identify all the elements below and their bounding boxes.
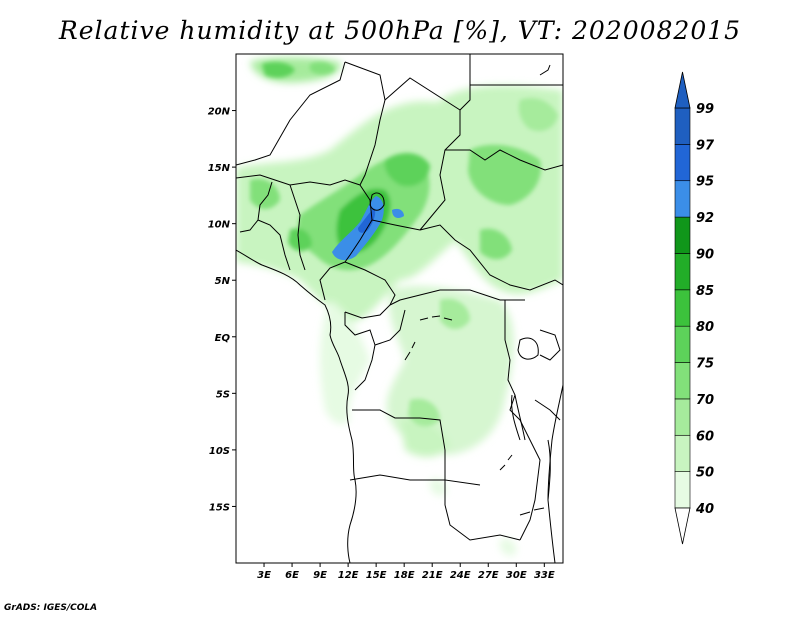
lon-tick-label: 18E: [394, 570, 415, 581]
latitude-axis: 20N 15N 10N 5N EQ 5S 10S 15S: [208, 107, 236, 513]
lat-tick-label: 15N: [208, 163, 231, 174]
colorbar-segment: [674, 325, 691, 363]
colorbar-segment: [674, 180, 691, 218]
colorbar-label: 80: [696, 320, 714, 335]
lat-tick-label: 5N: [215, 276, 231, 287]
map-title: Relative humidity at 500hPa [%], VT: 202…: [58, 16, 742, 45]
colorbar-segment: [674, 471, 691, 509]
lon-tick-label: 3E: [257, 570, 271, 581]
lon-tick-label: 27E: [478, 570, 499, 581]
lon-tick-label: 6E: [285, 570, 299, 581]
colorbar: 40 50 60 70 75 80 85 90 92 95 97 99: [674, 71, 715, 545]
colorbar-label: 85: [696, 284, 714, 299]
lon-tick-label: 30E: [506, 570, 527, 581]
lon-tick-label: 33E: [534, 570, 555, 581]
lat-tick-label: 15S: [209, 502, 230, 513]
lat-tick-label: 10S: [209, 446, 230, 457]
colorbar-label: 75: [696, 357, 714, 372]
lon-tick-label: 21E: [422, 570, 443, 581]
colorbar-segment: [674, 434, 691, 472]
colorbar-label: 95: [696, 175, 714, 190]
colorbar-label: 70: [696, 393, 714, 408]
colorbar-segment: [674, 216, 691, 254]
colorbar-label: 97: [696, 138, 715, 153]
lon-tick-label: 15E: [366, 570, 387, 581]
colorbar-segment: [674, 362, 691, 400]
colorbar-label: 92: [696, 211, 714, 226]
colorbar-segment: [674, 253, 691, 291]
lon-tick-label: 24E: [450, 570, 471, 581]
colorbar-label: 90: [696, 247, 714, 262]
grads-credit: GrADS: IGES/COLA: [4, 603, 98, 613]
lon-tick-label: 12E: [338, 570, 359, 581]
map-frame: [235, 53, 564, 564]
colorbar-segment: [674, 144, 691, 182]
colorbar-max-triangle: [674, 71, 691, 109]
map-borders: [236, 54, 563, 563]
colorbar-label: 60: [696, 429, 714, 444]
colorbar-min-triangle: [674, 507, 691, 545]
humidity-field: [236, 57, 563, 556]
lat-tick-label: EQ: [215, 333, 231, 344]
colorbar-label: 99: [696, 102, 714, 117]
colorbar-segment: [674, 107, 691, 145]
longitude-axis: 3E 6E 9E 12E 15E 18E 21E 24E 27E 30E 33E: [257, 563, 555, 581]
lat-tick-label: 5S: [216, 389, 230, 400]
lat-tick-label: 20N: [208, 107, 231, 118]
colorbar-label: 40: [695, 502, 714, 517]
colorbar-segment: [674, 289, 691, 327]
lon-tick-label: 9E: [313, 570, 327, 581]
lat-tick-label: 10N: [208, 220, 231, 231]
colorbar-label: 50: [696, 466, 714, 481]
colorbar-segment: [674, 398, 691, 436]
